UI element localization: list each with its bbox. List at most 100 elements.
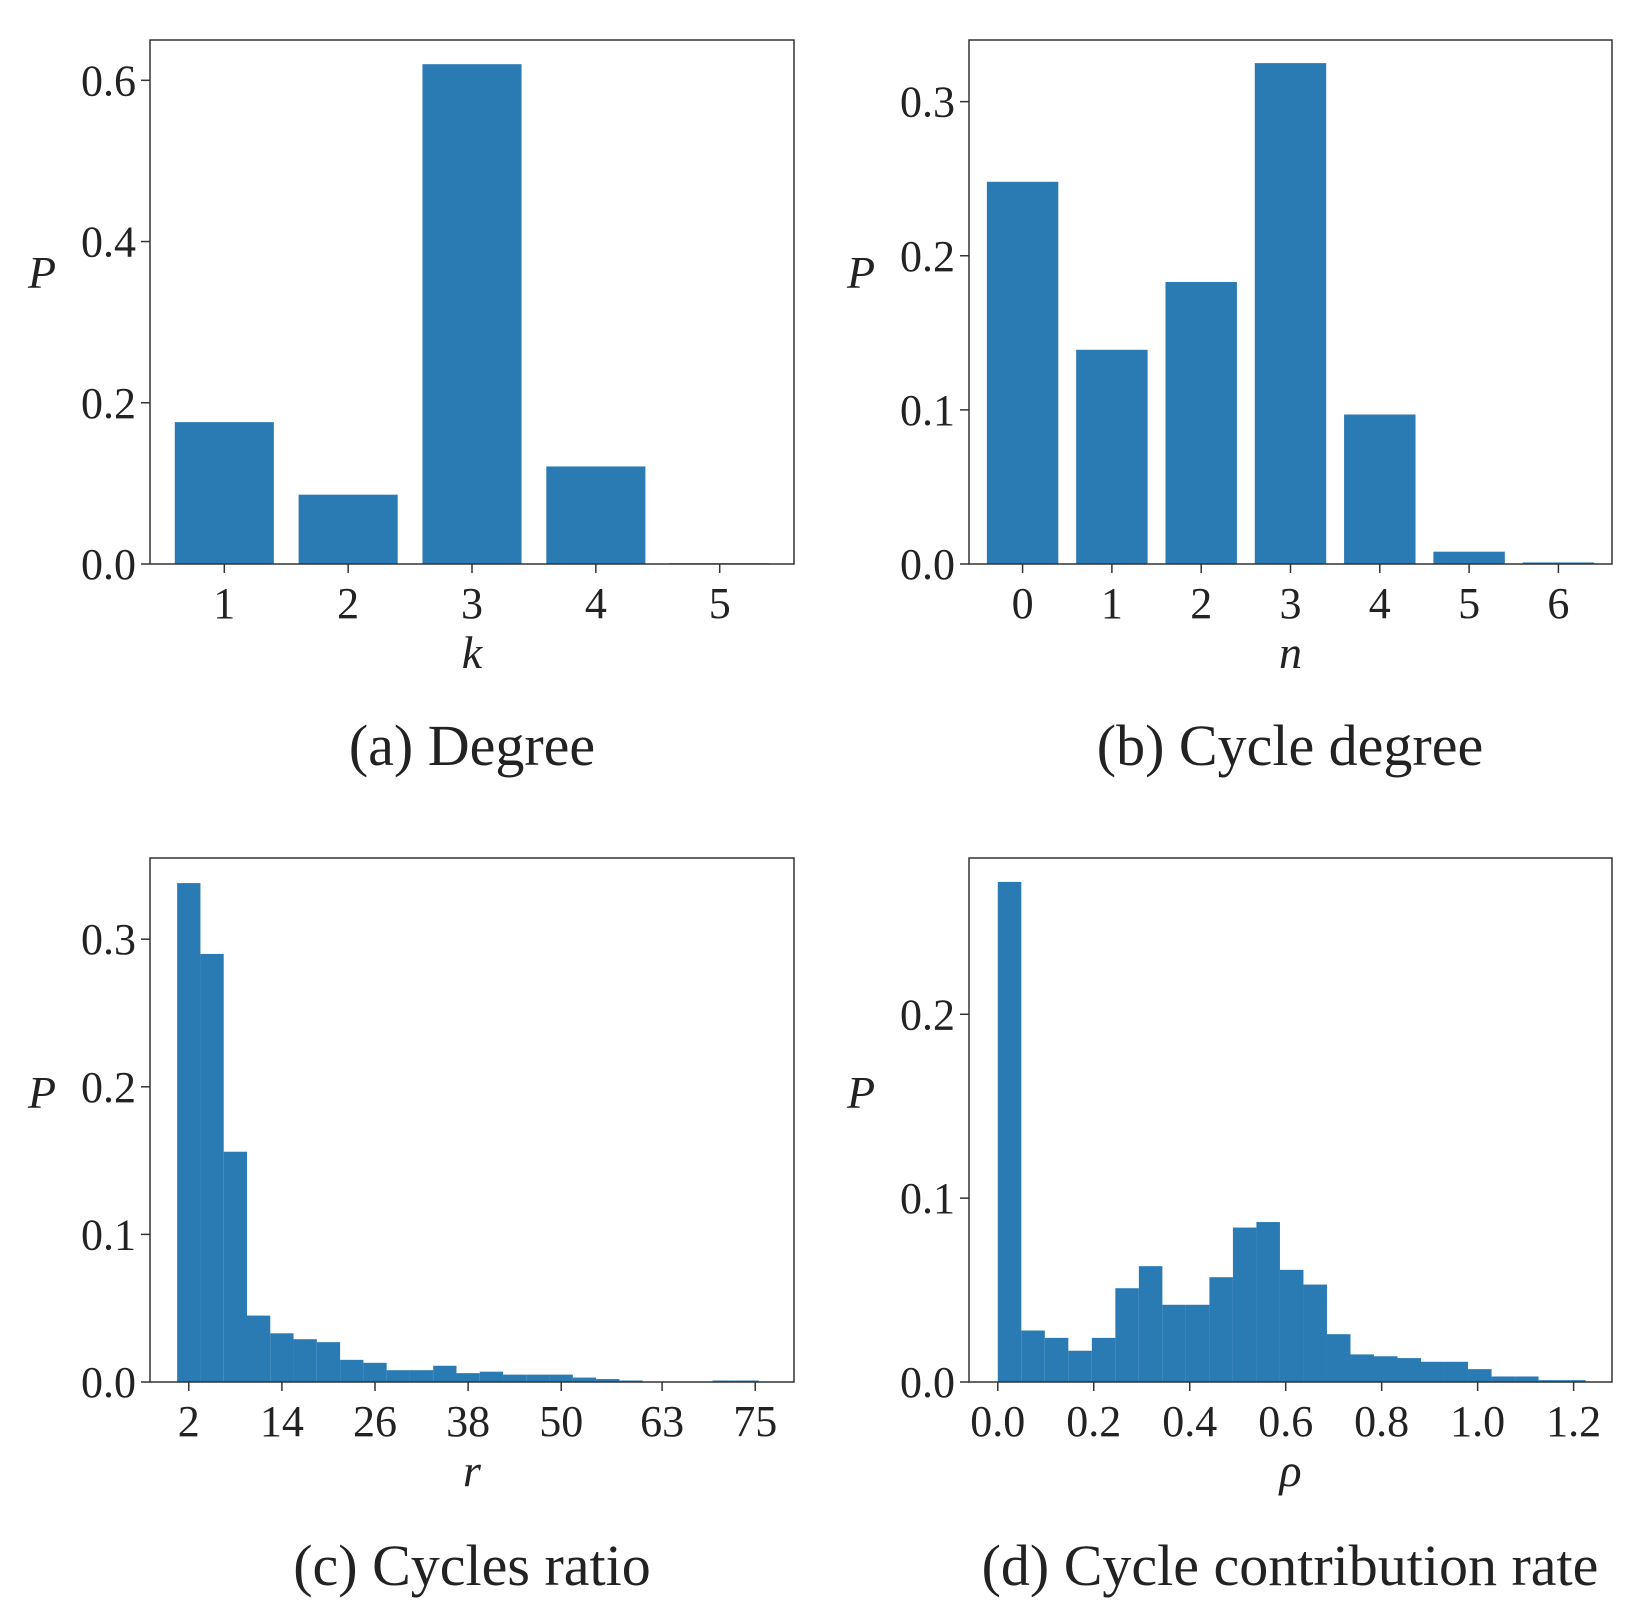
x-tick-label: 5 — [709, 579, 731, 628]
histogram-bar — [246, 1315, 271, 1382]
bar — [1165, 281, 1237, 564]
y-tick-label: 0.2 — [900, 990, 955, 1039]
x-tick-label: 2 — [178, 1397, 200, 1446]
panel-caption: (c) Cycles ratio — [293, 1533, 651, 1598]
panel-caption: (a) Degree — [349, 713, 595, 778]
histogram-bar — [596, 1379, 620, 1382]
y-tick-label: 0.2 — [81, 379, 136, 428]
x-tick-label: 75 — [733, 1397, 777, 1446]
x-tick-label: 4 — [585, 579, 607, 628]
histogram-bar — [177, 883, 201, 1382]
x-tick-label: 0.8 — [1354, 1397, 1409, 1446]
histogram-bar — [316, 1342, 341, 1382]
histogram-bar — [1209, 1277, 1233, 1382]
y-tick-label: 0.0 — [900, 540, 955, 589]
histogram-bar — [1397, 1358, 1422, 1382]
x-tick-label: 2 — [337, 579, 359, 628]
histogram-bar — [1162, 1304, 1186, 1382]
histogram-bar — [572, 1377, 597, 1382]
y-tick-label: 0.0 — [900, 1358, 955, 1407]
histogram-bar — [340, 1359, 364, 1382]
x-axis-label: ρ — [1277, 1445, 1301, 1496]
x-tick-label: 4 — [1369, 579, 1391, 628]
histogram-bar — [549, 1374, 573, 1382]
bar — [1076, 349, 1148, 564]
y-tick-label: 0.6 — [81, 56, 136, 105]
histogram-bar — [200, 953, 224, 1382]
histogram-bar — [526, 1374, 550, 1382]
y-axis-label: P — [846, 247, 875, 298]
y-tick-label: 0.0 — [81, 540, 136, 589]
x-tick-label: 3 — [1280, 579, 1302, 628]
bar — [986, 181, 1059, 564]
x-tick-label: 0.0 — [970, 1397, 1025, 1446]
x-tick-label: 1.0 — [1450, 1397, 1505, 1446]
y-tick-label: 0.4 — [81, 218, 136, 267]
x-axis-label: k — [462, 627, 484, 678]
y-tick-label: 0.1 — [900, 1174, 955, 1223]
histogram-bar — [1538, 1380, 1563, 1382]
histogram-bar — [1091, 1337, 1116, 1382]
histogram-bar — [1468, 1369, 1492, 1382]
x-tick-label: 63 — [640, 1397, 684, 1446]
histogram-bar — [1444, 1361, 1469, 1382]
x-tick-label: 5 — [1458, 579, 1480, 628]
y-tick-label: 0.1 — [900, 386, 955, 435]
x-tick-label: 50 — [539, 1397, 583, 1446]
histogram-bar — [293, 1339, 317, 1382]
bar — [1433, 551, 1505, 564]
x-axis-label: r — [463, 1445, 482, 1496]
histogram-bar — [1256, 1222, 1280, 1382]
histogram-bar — [997, 881, 1022, 1382]
histogram-bar — [1185, 1304, 1210, 1382]
histogram-bar — [1373, 1356, 1398, 1382]
plot-frame — [968, 39, 1613, 565]
histogram-bar — [1279, 1269, 1304, 1382]
histogram-bar — [1303, 1284, 1327, 1382]
x-tick-label: 1 — [213, 579, 235, 628]
y-tick-label: 0.1 — [81, 1210, 136, 1259]
bar — [1522, 562, 1595, 564]
x-tick-label: 0 — [1012, 579, 1034, 628]
panel-cycle-degree: 0 1 2 3 4 5 6 0.0 0.1 0.2 0.3 n P (b) Cycle degree — [846, 39, 1613, 778]
y-tick-label: 0.3 — [81, 915, 136, 964]
y-axis-label: P — [27, 247, 56, 298]
bar — [174, 422, 274, 564]
histogram-bar — [1491, 1376, 1516, 1382]
histogram-bar — [1115, 1288, 1139, 1382]
histogram-bar — [456, 1373, 480, 1382]
histogram-bar — [1138, 1266, 1163, 1382]
x-tick-label: 14 — [260, 1397, 304, 1446]
histogram-bar — [1068, 1350, 1092, 1382]
histogram-bar — [503, 1374, 527, 1382]
histogram-bar — [223, 1151, 247, 1382]
panel-cycle-contribution-rate: 0.0 0.2 0.4 0.6 0.8 1.0 1.2 0.0 0.1 0.2 ρ P (d) Cycl… — [846, 857, 1613, 1598]
panel-degree: 1 2 3 4 5 0.0 0.2 0.4 0.6 k P (a) Degree — [27, 39, 795, 778]
histogram-bar — [386, 1370, 410, 1382]
x-tick-label: 0.2 — [1066, 1397, 1121, 1446]
histogram-bar — [363, 1362, 387, 1382]
bar — [546, 466, 646, 564]
histogram-bar — [433, 1365, 457, 1382]
histogram-bar — [409, 1370, 434, 1382]
x-axis-label: n — [1279, 627, 1302, 678]
y-axis-label: P — [27, 1067, 56, 1118]
bar — [1344, 414, 1416, 564]
y-tick-label: 0.2 — [81, 1063, 136, 1112]
bar — [298, 494, 398, 564]
plot-frame — [149, 857, 795, 1383]
x-tick-label: 1 — [1101, 579, 1123, 628]
histogram-bar — [1326, 1334, 1351, 1382]
bar — [1254, 63, 1327, 564]
plot-frame — [968, 857, 1613, 1383]
x-tick-label: 26 — [353, 1397, 397, 1446]
histogram-bar — [1044, 1337, 1069, 1382]
histogram-bar — [1232, 1227, 1257, 1382]
x-tick-label: 2 — [1190, 579, 1212, 628]
histogram-bar — [1562, 1380, 1586, 1382]
y-tick-label: 0.0 — [81, 1358, 136, 1407]
histogram-bar — [270, 1333, 294, 1382]
bar — [422, 64, 522, 564]
x-tick-label: 0.6 — [1258, 1397, 1313, 1446]
